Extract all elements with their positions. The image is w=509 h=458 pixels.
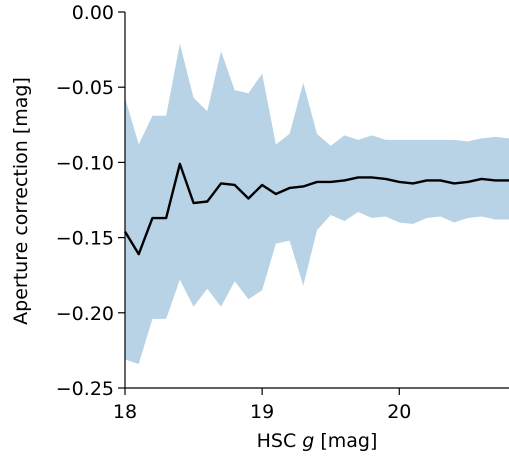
y-tick-label: −0.05 bbox=[56, 77, 114, 99]
median-line bbox=[123, 162, 509, 256]
y-tick-label: 0.00 bbox=[72, 2, 114, 24]
x-tick-label: 18 bbox=[113, 401, 137, 423]
y-tick-label: −0.10 bbox=[56, 152, 114, 174]
axes-layer bbox=[124, 12, 509, 389]
x-axis-label: HSC g [mag] bbox=[257, 430, 378, 452]
x-tick-label: 20 bbox=[387, 401, 411, 423]
scatter-band bbox=[125, 43, 509, 364]
y-tick-label: −0.15 bbox=[56, 228, 114, 250]
y-axis-label: Aperture correction [mag] bbox=[10, 77, 32, 325]
x-tick-label: 19 bbox=[250, 401, 274, 423]
median-line-layer bbox=[123, 162, 509, 256]
y-tick-label: −0.25 bbox=[56, 378, 114, 400]
scatter-band-layer bbox=[125, 43, 509, 364]
y-tick-label: −0.20 bbox=[56, 303, 114, 325]
